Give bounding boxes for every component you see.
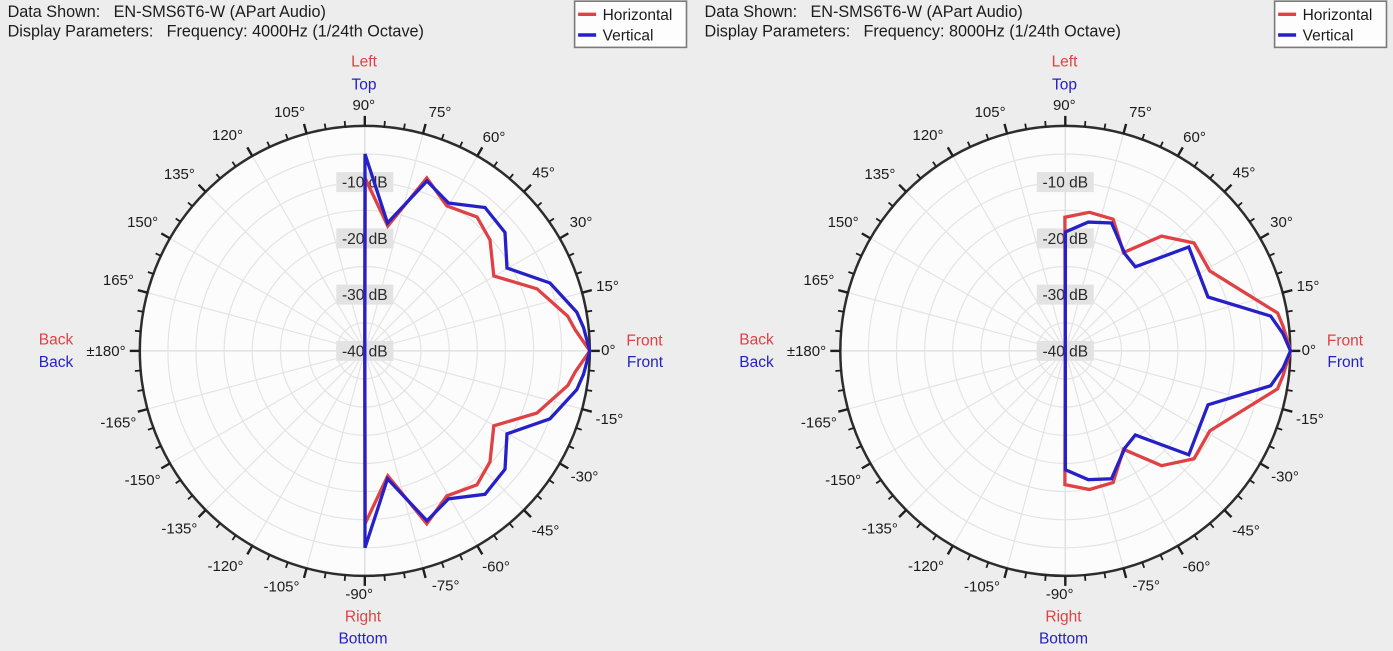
svg-text:15°: 15° xyxy=(596,278,619,295)
svg-text:90°: 90° xyxy=(352,97,375,114)
svg-text:-30°: -30° xyxy=(1271,469,1299,486)
svg-text:60°: 60° xyxy=(483,129,506,146)
svg-text:30°: 30° xyxy=(1270,214,1293,231)
svg-text:-90°: -90° xyxy=(345,586,373,603)
svg-text:0°: 0° xyxy=(1302,342,1316,359)
svg-text:-150°: -150° xyxy=(825,472,861,489)
svg-text:Frequency: 4000Hz (1/24th Octa: Frequency: 4000Hz (1/24th Octave) xyxy=(167,23,424,41)
svg-text:Front: Front xyxy=(627,354,664,371)
svg-text:30°: 30° xyxy=(570,214,593,231)
svg-text:-15°: -15° xyxy=(1296,411,1324,428)
svg-text:165°: 165° xyxy=(803,272,834,289)
svg-text:Right: Right xyxy=(345,609,382,626)
svg-text:75°: 75° xyxy=(1129,104,1152,121)
svg-text:-135°: -135° xyxy=(862,521,898,538)
svg-text:Data Shown:: Data Shown: xyxy=(705,3,798,21)
svg-text:-105°: -105° xyxy=(964,579,1000,596)
svg-text:-45°: -45° xyxy=(532,523,560,540)
svg-text:Horizontal: Horizontal xyxy=(1303,7,1373,24)
svg-text:-135°: -135° xyxy=(161,521,197,538)
svg-text:60°: 60° xyxy=(1183,129,1206,146)
svg-text:±180°: ±180° xyxy=(86,343,125,360)
svg-text:-120°: -120° xyxy=(908,558,944,575)
svg-text:-10 dB: -10 dB xyxy=(1042,175,1088,192)
svg-text:0°: 0° xyxy=(601,342,615,359)
svg-text:Front: Front xyxy=(626,332,663,349)
svg-text:75°: 75° xyxy=(429,104,452,121)
svg-text:Bottom: Bottom xyxy=(338,630,387,647)
svg-text:135°: 135° xyxy=(864,166,895,183)
svg-text:-60°: -60° xyxy=(482,559,510,576)
svg-text:15°: 15° xyxy=(1297,278,1320,295)
svg-text:90°: 90° xyxy=(1053,97,1076,114)
svg-text:Top: Top xyxy=(352,76,377,93)
svg-text:-90°: -90° xyxy=(1046,586,1074,603)
svg-text:Vertical: Vertical xyxy=(603,28,654,45)
svg-text:105°: 105° xyxy=(975,104,1006,121)
svg-text:Front: Front xyxy=(1327,332,1364,349)
svg-text:-120°: -120° xyxy=(207,558,243,575)
svg-text:Display Parameters:: Display Parameters: xyxy=(705,23,851,41)
svg-text:EN-SMS6T6-W (APart Audio): EN-SMS6T6-W (APart Audio) xyxy=(811,3,1023,21)
svg-text:Back: Back xyxy=(39,331,74,348)
svg-text:-105°: -105° xyxy=(263,579,299,596)
svg-text:-75°: -75° xyxy=(432,578,460,595)
svg-text:Data Shown:: Data Shown: xyxy=(8,3,101,21)
svg-text:-150°: -150° xyxy=(125,472,161,489)
svg-text:-165°: -165° xyxy=(801,414,837,431)
svg-text:Vertical: Vertical xyxy=(1303,28,1354,45)
svg-text:120°: 120° xyxy=(912,127,943,144)
svg-text:Top: Top xyxy=(1052,76,1077,93)
svg-text:Back: Back xyxy=(739,331,774,348)
svg-text:-45°: -45° xyxy=(1232,523,1260,540)
svg-text:45°: 45° xyxy=(1233,165,1256,182)
svg-text:-75°: -75° xyxy=(1132,578,1160,595)
svg-text:Front: Front xyxy=(1327,354,1364,371)
svg-text:135°: 135° xyxy=(164,166,195,183)
svg-text:120°: 120° xyxy=(212,127,243,144)
svg-text:-30°: -30° xyxy=(571,469,599,486)
svg-text:EN-SMS6T6-W (APart Audio): EN-SMS6T6-W (APart Audio) xyxy=(114,3,326,21)
svg-text:150°: 150° xyxy=(828,214,859,231)
svg-text:45°: 45° xyxy=(532,165,555,182)
svg-text:Back: Back xyxy=(39,354,74,371)
svg-text:Back: Back xyxy=(739,354,774,371)
svg-text:-15°: -15° xyxy=(596,411,624,428)
svg-text:165°: 165° xyxy=(103,272,134,289)
svg-text:-165°: -165° xyxy=(100,414,136,431)
svg-text:150°: 150° xyxy=(127,214,158,231)
svg-text:Bottom: Bottom xyxy=(1039,630,1088,647)
svg-text:Horizontal: Horizontal xyxy=(603,7,673,24)
svg-text:Right: Right xyxy=(1045,609,1082,626)
svg-text:Display Parameters:: Display Parameters: xyxy=(8,23,154,41)
svg-text:Left: Left xyxy=(351,53,378,70)
svg-text:±180°: ±180° xyxy=(787,343,826,360)
svg-text:Left: Left xyxy=(1052,53,1079,70)
svg-text:Frequency: 8000Hz (1/24th Octa: Frequency: 8000Hz (1/24th Octave) xyxy=(864,23,1121,41)
svg-text:-60°: -60° xyxy=(1183,559,1211,576)
svg-text:105°: 105° xyxy=(274,104,305,121)
